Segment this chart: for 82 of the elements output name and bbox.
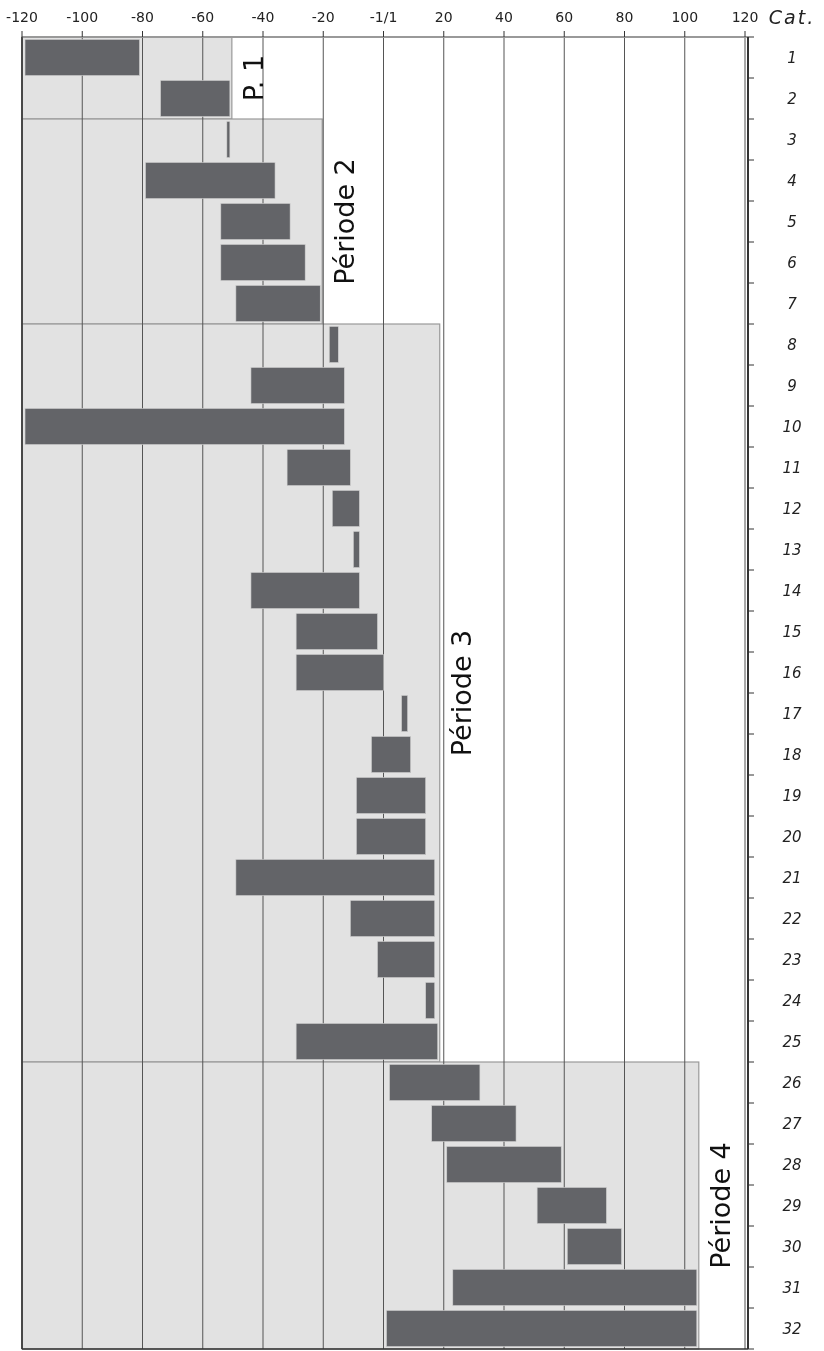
bar	[389, 1064, 481, 1101]
bar	[446, 1146, 562, 1183]
bar	[356, 818, 426, 855]
x-tick-label: -40	[251, 9, 275, 25]
band-label: Période 4	[705, 1142, 737, 1269]
y-tick-label: 31	[782, 1278, 802, 1297]
bar	[220, 203, 291, 240]
bar	[220, 244, 306, 281]
y-tick-label: 25	[782, 1032, 802, 1051]
bar	[425, 982, 436, 1019]
x-tick-label: -120	[6, 9, 38, 25]
bar	[295, 1023, 439, 1060]
x-tick-label: 20	[434, 9, 453, 25]
bar	[536, 1187, 607, 1224]
y-tick-label: 19	[782, 786, 802, 805]
bar	[295, 613, 378, 650]
bar	[286, 449, 351, 486]
bar	[377, 941, 436, 978]
y-tick-label: 32	[782, 1319, 802, 1338]
x-tick-label: -20	[311, 9, 335, 25]
y-tick-label: 5	[787, 212, 797, 231]
y-tick-label: 18	[782, 745, 802, 764]
bar	[331, 490, 360, 527]
bar	[226, 121, 231, 158]
bar	[431, 1105, 517, 1142]
y-tick-label: 10	[782, 417, 802, 436]
bar	[250, 367, 345, 404]
y-tick-label: 29	[782, 1196, 802, 1215]
y-tick-label: 20	[782, 827, 802, 846]
x-tick-label: 100	[671, 9, 699, 25]
y-tick-label: 22	[782, 909, 802, 928]
x-tick-label: 60	[555, 9, 574, 25]
y-tick-label: 12	[782, 499, 802, 518]
y-tick-label: 17	[782, 704, 802, 723]
bar	[350, 900, 436, 937]
x-tick-label: 40	[495, 9, 513, 25]
bar	[235, 285, 321, 322]
y-tick-label: 21	[782, 868, 802, 887]
band-label: Période 3	[446, 629, 478, 757]
x-tick-label: -1/1	[369, 9, 398, 25]
y-tick-label: 13	[782, 540, 802, 559]
y-tick-label: 24	[782, 991, 802, 1010]
bar	[371, 736, 411, 773]
bar	[328, 326, 339, 363]
y-tick-label: 15	[782, 622, 802, 641]
x-tick-label: -80	[131, 9, 154, 25]
y-tick-label: 7	[787, 294, 798, 313]
y-tick-label: 11	[782, 458, 802, 477]
y-tick-label: 8	[787, 335, 797, 354]
y-tick-label: 28	[782, 1155, 802, 1174]
bar	[566, 1228, 622, 1265]
y-axis-title: Cat.	[768, 6, 816, 28]
band-label: P. 1	[238, 54, 270, 102]
x-tick-label: 120	[731, 9, 759, 25]
bar	[160, 80, 231, 117]
bar	[452, 1269, 698, 1306]
bar	[235, 859, 436, 896]
bar	[145, 162, 276, 199]
x-tick-label: -100	[66, 9, 99, 25]
bar	[353, 531, 360, 568]
y-tick-label: 26	[782, 1073, 802, 1092]
x-tick-label: -60	[191, 9, 215, 25]
bar	[295, 654, 384, 691]
y-tick-label: 14	[782, 581, 802, 600]
bar	[24, 39, 140, 76]
x-tick-label: 80	[615, 9, 634, 25]
y-tick-label: 30	[782, 1237, 802, 1256]
y-tick-label: 16	[782, 663, 802, 682]
y-tick-label: 2	[787, 89, 797, 108]
bar	[386, 1310, 698, 1347]
bar	[401, 695, 408, 732]
y-tick-label: 4	[787, 171, 797, 190]
y-tick-label: 23	[782, 950, 802, 969]
bar	[250, 572, 360, 609]
bar	[24, 408, 345, 445]
y-tick-label: 3	[787, 130, 797, 149]
y-tick-label: 1	[787, 48, 797, 67]
bar	[356, 777, 426, 814]
y-tick-label: 9	[787, 376, 797, 395]
y-tick-label: 6	[787, 253, 797, 272]
y-tick-label: 27	[782, 1114, 802, 1133]
band-label: Période 2	[328, 158, 360, 285]
